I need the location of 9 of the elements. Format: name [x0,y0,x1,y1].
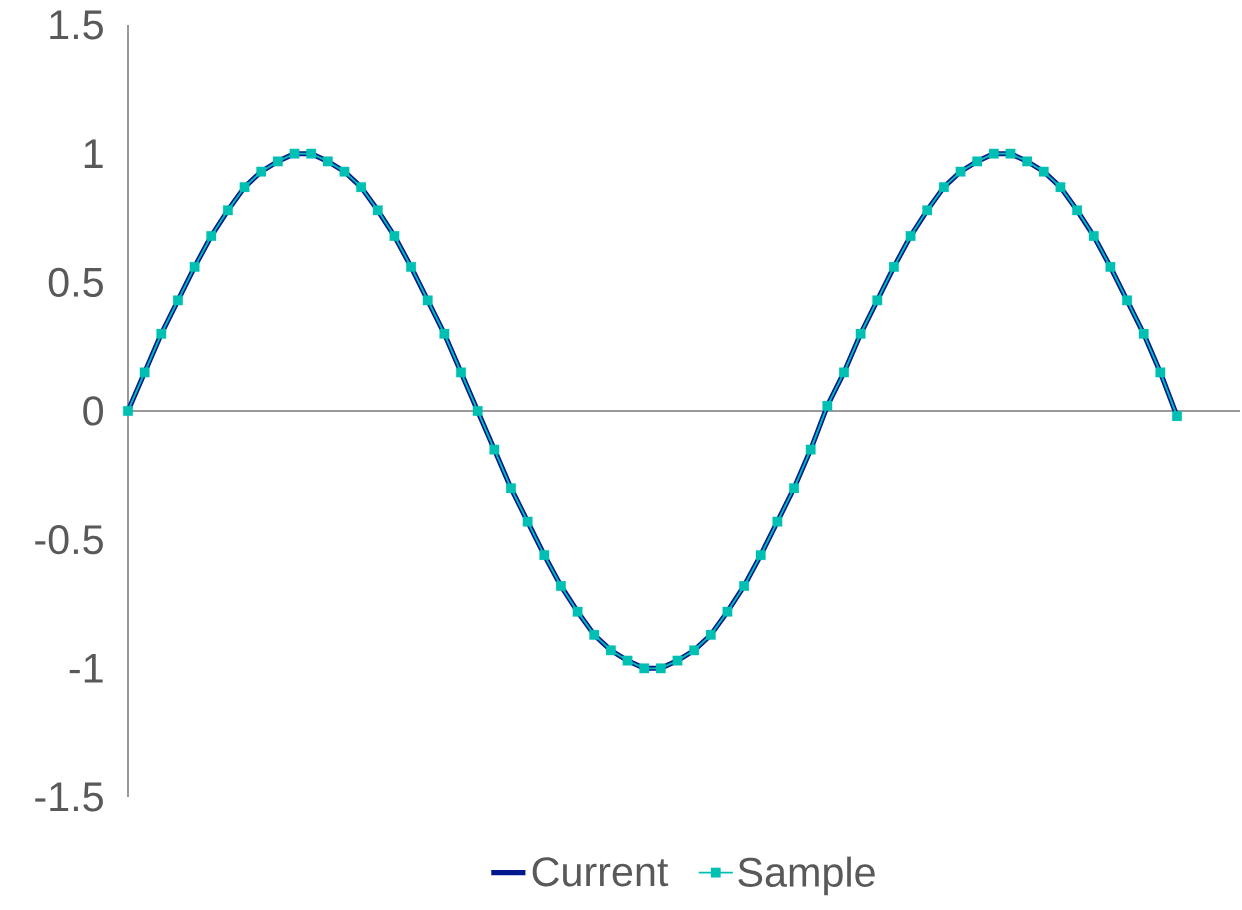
legend-label: Sample [738,856,875,896]
y-tick-label: -1 [69,654,103,683]
y-tick-label: -1.5 [35,782,103,812]
y-tick-label: 1.5 [50,10,103,40]
legend-label: Current [532,857,669,887]
y-tick-label: 0.5 [48,267,103,297]
y-tick-label: -0.5 [35,525,103,555]
y-tick-label: 0 [83,396,104,426]
y-tick-label: 1 [84,139,103,168]
